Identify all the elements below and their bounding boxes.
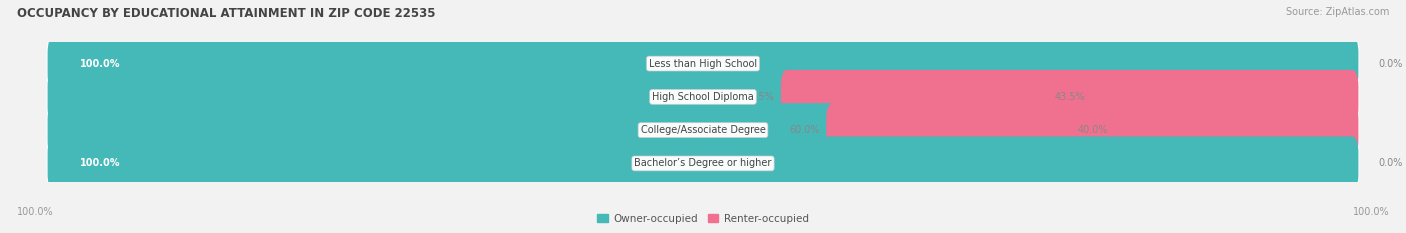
Legend: Owner-occupied, Renter-occupied: Owner-occupied, Renter-occupied [593, 209, 813, 228]
Text: 100.0%: 100.0% [80, 158, 121, 168]
Text: Source: ZipAtlas.com: Source: ZipAtlas.com [1285, 7, 1389, 17]
Text: Bachelor’s Degree or higher: Bachelor’s Degree or higher [634, 158, 772, 168]
Text: High School Diploma: High School Diploma [652, 92, 754, 102]
FancyBboxPatch shape [48, 70, 794, 124]
Text: College/Associate Degree: College/Associate Degree [641, 125, 765, 135]
Text: 100.0%: 100.0% [17, 207, 53, 217]
FancyBboxPatch shape [48, 137, 1358, 190]
FancyBboxPatch shape [780, 70, 1358, 124]
FancyBboxPatch shape [48, 70, 1358, 124]
Text: 43.5%: 43.5% [1054, 92, 1085, 102]
Text: 0.0%: 0.0% [1378, 58, 1402, 69]
FancyBboxPatch shape [48, 103, 1358, 157]
Text: Less than High School: Less than High School [650, 58, 756, 69]
Text: 40.0%: 40.0% [1077, 125, 1108, 135]
FancyBboxPatch shape [48, 37, 1358, 91]
FancyBboxPatch shape [48, 37, 1358, 91]
Text: 0.0%: 0.0% [1378, 158, 1402, 168]
Text: OCCUPANCY BY EDUCATIONAL ATTAINMENT IN ZIP CODE 22535: OCCUPANCY BY EDUCATIONAL ATTAINMENT IN Z… [17, 7, 436, 20]
FancyBboxPatch shape [827, 103, 1358, 157]
Text: 60.0%: 60.0% [789, 125, 820, 135]
FancyBboxPatch shape [48, 103, 839, 157]
Text: 100.0%: 100.0% [1353, 207, 1389, 217]
FancyBboxPatch shape [48, 137, 1358, 190]
Text: 56.5%: 56.5% [744, 92, 775, 102]
Text: 100.0%: 100.0% [80, 58, 121, 69]
